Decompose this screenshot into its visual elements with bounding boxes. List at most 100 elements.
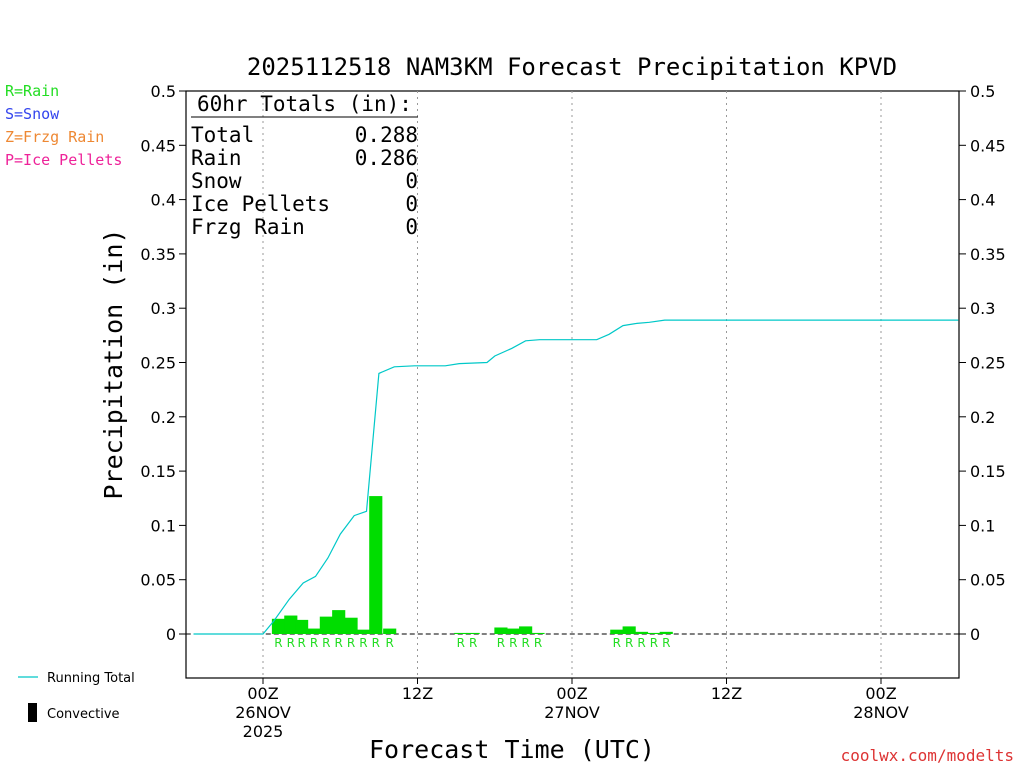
rain-bar [466,632,480,634]
ptype-label: R [469,636,477,650]
rain-bar [284,615,298,634]
ptype-label: R [625,636,633,650]
ptype-legend-item: P=Ice Pellets [5,151,122,169]
ptype-label: R [310,636,318,650]
ptype-label: R [347,636,355,650]
ptype-label: R [662,636,670,650]
totals-row-label: Total [191,123,254,147]
rain-bar [454,632,468,634]
ptype-label: R [457,636,465,650]
running-total-legend-label: Running Total [47,671,135,686]
ptype-label: R [372,636,380,650]
rain-bar [659,631,673,634]
ptype-label: R [534,636,542,650]
ptype-label: R [322,636,330,650]
convective-legend-swatch [28,703,37,722]
x-tick-label: 00Z [247,684,278,703]
totals-row-label: Ice Pellets [191,192,330,216]
rain-bar [634,631,649,634]
y-tick-label-left: 0.3 [151,299,176,318]
ptype-label: R [650,636,658,650]
x-tick-label: 12Z [711,684,742,703]
rain-bar [610,629,624,634]
ptype-legend-item: Z=Frzg Rain [5,128,104,146]
y-tick-label-right: 0 [970,625,980,644]
ptype-legend-item: R=Rain [5,82,59,100]
ptype-label: R [386,636,394,650]
rain-bar [494,627,508,634]
ptype-label: R [287,636,295,650]
y-tick-label-left: 0.15 [140,462,176,481]
convective-legend-label: Convective [47,707,120,722]
y-tick-label-left: 0.45 [140,136,176,155]
ptype-label: R [274,636,282,650]
rain-bars [271,496,673,634]
ptype-label: R [521,636,529,650]
rain-bar [622,626,636,634]
ptype-label: R [497,636,505,650]
totals-row-value: 0 [405,192,418,216]
rain-bar [647,632,661,634]
running-total-line [193,319,959,635]
ptype-label: R [297,636,305,650]
y-tick-label-right: 0.25 [970,354,1006,373]
y-tick-label-right: 0.45 [970,136,1006,155]
rain-bar [307,628,321,634]
totals-row-value: 0 [405,215,418,239]
totals-row-label: Rain [191,146,242,170]
rain-bar [369,496,383,634]
ptype-legend: R=Rain S=Snow Z=Frzg Rain P=Ice Pellets [5,82,122,169]
rain-bar [344,617,358,634]
totals-row-label: Snow [191,169,242,193]
x-tick-label: 00Z [865,684,896,703]
y-tick-label-left: 0.25 [140,354,176,373]
ptype-label: R [509,636,517,650]
y-axis-ticks: 0 00.05 0.050.1 0.10.15 0.150.2 0.20.25 0.250.… [140,82,1005,644]
x-tick-label: 26NOV [235,703,291,722]
y-tick-label-right: 0.2 [970,408,995,427]
totals-row-value: 0.286 [355,146,418,170]
ptype-label: R [335,636,343,650]
rain-bar [506,628,520,634]
y-axis-label: Precipitation (in) [99,229,128,500]
y-tick-label-right: 0.15 [970,462,1006,481]
y-tick-label-left: 0.1 [151,516,176,535]
rain-bar [319,616,333,634]
rain-bar [271,618,286,634]
totals-row-label: Frzg Rain [191,215,305,239]
y-tick-label-left: 0.05 [140,571,176,590]
x-tick-label: 2025 [243,722,284,741]
chart-title: 2025112518 NAM3KM Forecast Precipitation… [247,53,897,81]
y-tick-label-right: 0.35 [970,245,1006,264]
totals-row-value: 0.288 [355,123,418,147]
rain-bar [295,619,309,634]
ptype-legend-item: S=Snow [5,105,60,123]
ptype-label: R [613,636,621,650]
totals-header: 60hr Totals (in): [197,92,412,116]
y-tick-label-left: 0.5 [151,82,176,101]
x-tick-label: 12Z [402,684,433,703]
rain-bar [332,610,346,634]
y-tick-label-right: 0.4 [970,191,995,210]
x-tick-label: 00Z [556,684,587,703]
totals-row-value: 0 [405,169,418,193]
y-tick-label-left: 0.4 [151,191,176,210]
x-tick-label: 27NOV [544,703,600,722]
rain-bar [383,628,397,634]
gridlines [262,91,882,678]
credit-text: coolwx.com/modelts [841,746,1014,765]
y-tick-label-left: 0 [166,625,176,644]
bottom-legend: Running Total Convective [18,671,135,722]
y-tick-label-left: 0.2 [151,408,176,427]
y-tick-label-left: 0.35 [140,245,176,264]
y-tick-label-right: 0.1 [970,516,995,535]
x-tick-label: 28NOV [853,703,909,722]
y-tick-label-right: 0.5 [970,82,995,101]
ptype-label: R [359,636,367,650]
rain-bar [519,626,533,634]
y-tick-label-right: 0.3 [970,299,995,318]
rain-bar [356,629,370,634]
